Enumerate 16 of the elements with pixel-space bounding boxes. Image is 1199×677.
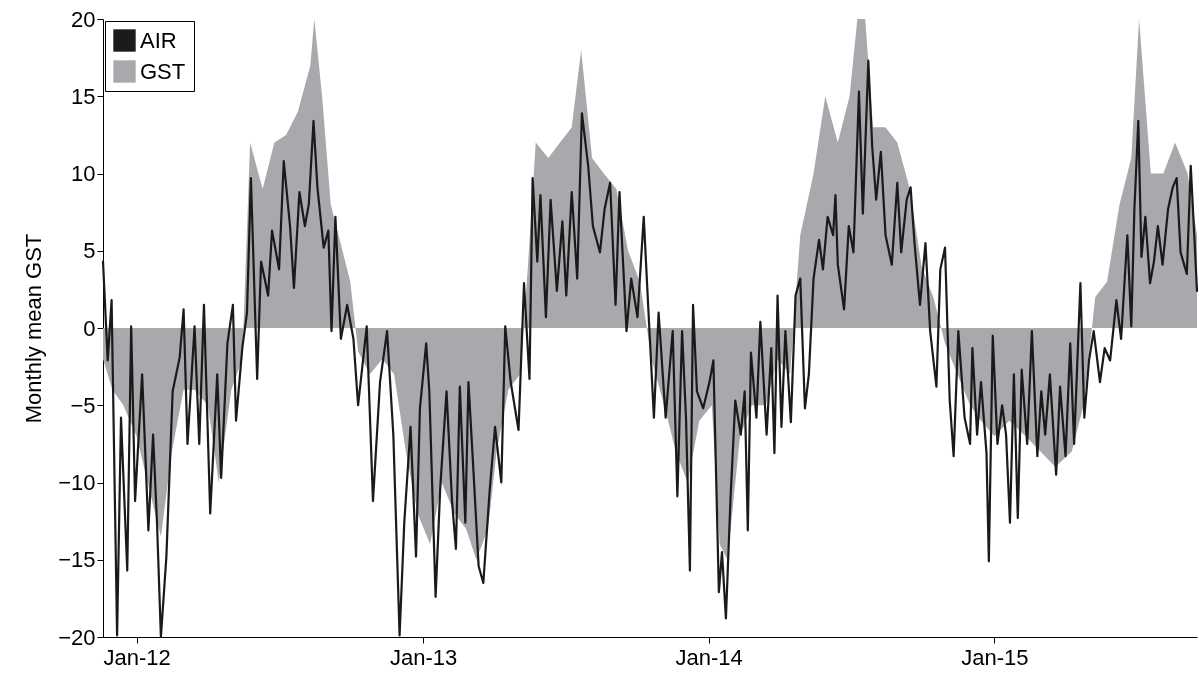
- y-tick-label: −15: [58, 547, 96, 573]
- y-tick-label: 10: [71, 161, 96, 186]
- legend-label: AIR: [140, 27, 177, 53]
- y-tick-label: −5: [70, 392, 96, 418]
- x-tick-label: Jan-13: [389, 644, 458, 670]
- y-tick-label: 20: [71, 6, 96, 32]
- x-tick-label: Jan-14: [675, 644, 743, 670]
- x-tick-label: Jan-15: [961, 644, 1029, 670]
- legend-label: GST: [140, 58, 186, 84]
- y-tick-label: −10: [58, 470, 96, 495]
- y-tick-label: 5: [83, 238, 96, 264]
- y-tick-label: 15: [71, 83, 96, 109]
- y-axis-title: Monthly mean GST: [21, 233, 47, 424]
- y-tick-label: −20: [58, 624, 96, 650]
- x-tick-label: Jan-12: [103, 644, 171, 670]
- y-tick-label: 0: [83, 315, 96, 341]
